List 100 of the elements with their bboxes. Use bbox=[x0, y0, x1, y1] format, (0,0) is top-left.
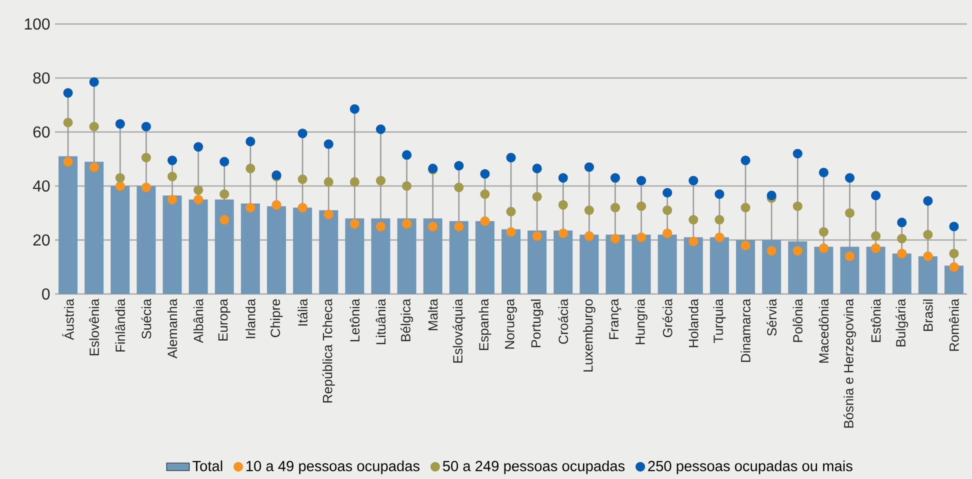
x-tick-label: Dinamarca bbox=[740, 298, 750, 362]
point bbox=[949, 248, 959, 258]
legend-label: 50 a 249 pessoas ocupadas bbox=[442, 460, 625, 474]
bar bbox=[240, 204, 260, 294]
point bbox=[298, 174, 308, 184]
point bbox=[506, 206, 516, 216]
point bbox=[454, 160, 464, 171]
y-tick-label: 40 bbox=[32, 180, 50, 192]
bar bbox=[162, 195, 182, 294]
point bbox=[89, 77, 99, 87]
point bbox=[871, 231, 881, 241]
point bbox=[740, 156, 750, 166]
point bbox=[246, 164, 256, 174]
point bbox=[740, 202, 750, 212]
point bbox=[350, 104, 360, 114]
bar bbox=[110, 186, 130, 294]
point bbox=[115, 119, 125, 129]
point bbox=[141, 152, 151, 162]
bar bbox=[788, 241, 808, 294]
point bbox=[246, 136, 256, 146]
bar bbox=[293, 208, 312, 294]
point bbox=[532, 164, 542, 174]
point bbox=[63, 118, 73, 128]
point bbox=[636, 201, 646, 212]
point bbox=[897, 248, 907, 258]
y-tick-label: 100 bbox=[24, 18, 50, 30]
point bbox=[428, 222, 438, 232]
bar bbox=[319, 210, 338, 294]
x-tick-label: Letônia bbox=[350, 298, 360, 342]
point bbox=[324, 139, 334, 149]
point bbox=[115, 173, 125, 183]
point bbox=[480, 169, 490, 179]
x-tick-label: Grécia bbox=[662, 298, 672, 338]
point bbox=[818, 168, 828, 178]
bar bbox=[762, 240, 782, 294]
x-tick-label: Brasil bbox=[923, 300, 933, 331]
legend-label: 10 a 49 pessoas ocupadas bbox=[246, 460, 420, 474]
point bbox=[167, 156, 178, 166]
x-tick-label: República Tcheca bbox=[322, 298, 335, 402]
point bbox=[220, 214, 230, 225]
point bbox=[558, 228, 568, 238]
x-tick-label: Itália bbox=[298, 298, 308, 326]
point bbox=[324, 177, 334, 187]
bar bbox=[214, 200, 234, 294]
x-tick-label: Portugal bbox=[530, 300, 544, 348]
point bbox=[220, 189, 230, 199]
point bbox=[897, 234, 907, 244]
bar bbox=[944, 266, 964, 294]
point bbox=[584, 162, 594, 172]
bar bbox=[397, 218, 416, 294]
x-tick-label: Malta bbox=[428, 298, 438, 330]
point bbox=[714, 189, 724, 199]
point bbox=[897, 218, 907, 228]
x-tick-label: Áustria bbox=[62, 298, 74, 340]
point bbox=[949, 262, 959, 272]
bar bbox=[84, 162, 104, 294]
point bbox=[506, 152, 516, 162]
bar bbox=[840, 246, 860, 294]
point bbox=[949, 222, 959, 232]
point bbox=[272, 200, 282, 210]
point bbox=[584, 206, 594, 216]
x-tick-label: Turquia bbox=[713, 298, 726, 343]
x-tick-label: Holanda bbox=[688, 298, 698, 348]
bar bbox=[684, 237, 703, 294]
x-tick-label: Noruega bbox=[505, 298, 517, 349]
point bbox=[558, 173, 568, 183]
x-tick-label: Bulgária bbox=[896, 298, 908, 346]
y-tick-label: 20 bbox=[33, 234, 50, 246]
point bbox=[792, 201, 802, 212]
point bbox=[167, 194, 178, 204]
x-tick-label: Europa bbox=[218, 298, 230, 340]
bar bbox=[554, 230, 573, 294]
bar bbox=[736, 240, 756, 294]
x-tick-label: Irlanda bbox=[246, 298, 256, 338]
bar bbox=[449, 221, 468, 294]
point bbox=[115, 181, 125, 191]
x-tick-label: Lituânia bbox=[376, 298, 386, 344]
point bbox=[871, 190, 881, 200]
legend-label: 250 pessoas ocupadas ou mais bbox=[648, 460, 852, 474]
x-tick-label: Bósnia e Herzegovina bbox=[843, 298, 856, 428]
x-tick-label: Finlândia bbox=[115, 298, 126, 352]
point bbox=[688, 214, 698, 225]
x-tick-label: Alemanha bbox=[167, 298, 178, 358]
point bbox=[766, 246, 776, 256]
point bbox=[636, 176, 646, 186]
bar bbox=[918, 256, 938, 294]
point bbox=[141, 182, 151, 192]
point bbox=[194, 142, 204, 152]
point bbox=[818, 227, 828, 237]
point bbox=[376, 222, 386, 232]
bar bbox=[580, 234, 599, 294]
bar bbox=[528, 230, 547, 294]
point bbox=[714, 214, 724, 225]
point bbox=[871, 243, 881, 253]
point bbox=[844, 173, 855, 183]
point bbox=[194, 185, 204, 195]
point bbox=[662, 228, 672, 238]
point bbox=[89, 162, 99, 172]
point bbox=[740, 240, 750, 250]
y-tick-label: 0 bbox=[42, 288, 50, 300]
